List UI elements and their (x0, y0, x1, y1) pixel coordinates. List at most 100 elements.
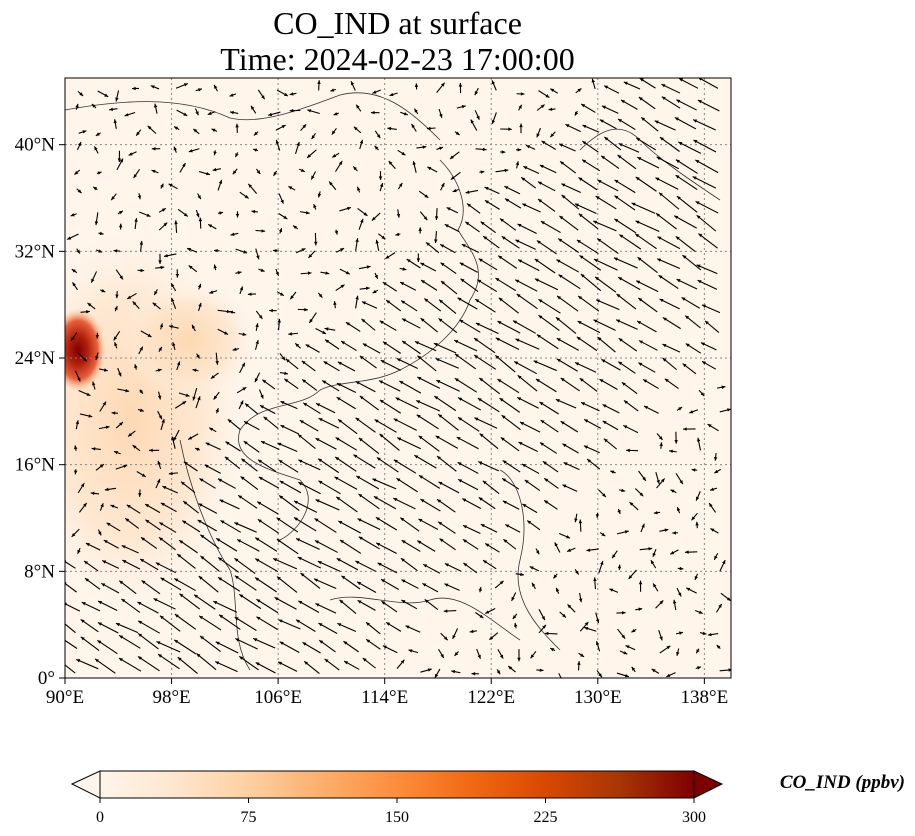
wind-arrow (132, 301, 140, 310)
colorbar: 0 75 150 225 300 CO_IND (ppbv) (70, 770, 905, 826)
wind-arrow (378, 171, 383, 181)
wind-arrow (474, 87, 479, 96)
lon-tick-label: 130°E (574, 687, 622, 708)
wind-arrow (413, 108, 419, 115)
wind-arrow (438, 108, 443, 118)
wind-arrow (618, 143, 640, 153)
wind-arrow (256, 501, 279, 515)
wind-arrow (396, 209, 401, 218)
wind-arrow (462, 538, 479, 550)
wind-arrow (594, 276, 617, 293)
colorbar-label: CO_IND (ppbv) (780, 772, 905, 793)
wind-arrow (654, 120, 676, 131)
wind-arrow (255, 310, 263, 320)
wind-arrow (623, 400, 639, 412)
wind-arrow (256, 168, 261, 175)
wind-arrow (381, 600, 398, 613)
wind-arrow (555, 316, 577, 334)
wind-arrow (339, 206, 352, 212)
wind-arrow (520, 176, 537, 189)
wind-arrow (191, 324, 196, 332)
wind-arrow (417, 540, 436, 552)
wind-arrow (97, 600, 118, 611)
wind-arrow (422, 563, 441, 574)
wind-arrow (714, 468, 721, 474)
wind-arrow (495, 277, 516, 292)
wind-arrow (138, 489, 142, 497)
wind-arrow (401, 340, 421, 355)
wind-arrow (582, 140, 599, 153)
wind-arrow (533, 360, 557, 372)
wind-arrow (195, 209, 200, 218)
wind-arrow (469, 629, 477, 634)
wind-arrow (399, 517, 420, 532)
colorbar-tick-label: 75 (241, 809, 257, 826)
wind-arrow (662, 357, 677, 371)
wind-arrow (696, 214, 717, 232)
wind-arrow (100, 289, 106, 293)
wind-arrow (170, 297, 177, 309)
wind-arrow (446, 206, 459, 214)
wind-arrow (415, 399, 441, 412)
wind-arrow (675, 235, 696, 253)
wind-arrow (95, 352, 99, 361)
wind-arrow (619, 234, 642, 250)
wind-arrow (670, 489, 677, 494)
wind-arrow (118, 580, 137, 595)
wind-arrow (416, 414, 439, 430)
wind-arrow (118, 634, 141, 649)
wind-arrow (395, 232, 401, 236)
wind-arrow (235, 123, 239, 133)
wind-arrow (676, 587, 682, 597)
wind-arrow (457, 297, 478, 310)
wind-arrow (678, 78, 699, 89)
wind-arrow (697, 99, 720, 112)
wind-arrow (94, 658, 116, 674)
wind-arrow (198, 302, 202, 312)
wind-arrow (438, 648, 445, 659)
wind-arrow (658, 192, 680, 210)
wind-arrow (77, 547, 81, 554)
wind-arrow (140, 330, 152, 338)
wind-arrow (372, 478, 397, 490)
wind-arrow (361, 318, 376, 331)
wind-arrow (576, 336, 598, 352)
wind-arrow (379, 433, 400, 451)
wind-arrow (170, 282, 177, 292)
wind-arrow (482, 235, 500, 249)
wind-arrow (374, 130, 381, 139)
wind-arrow (137, 655, 160, 672)
wind-arrow (695, 648, 700, 654)
wind-arrow (137, 408, 145, 412)
wind-arrow (114, 341, 118, 349)
wind-arrow (255, 229, 266, 233)
wind-arrow (704, 320, 720, 333)
wind-arrow (553, 573, 558, 579)
wind-arrow (642, 378, 659, 390)
wind-arrow (476, 279, 498, 293)
wind-arrow (418, 227, 422, 234)
wind-arrow (435, 435, 459, 449)
wind-arrow (158, 536, 176, 551)
lat-tick-label: 24°N (15, 348, 56, 369)
wind-arrow (579, 377, 598, 392)
wind-arrow (629, 501, 639, 511)
wind-arrow (474, 298, 496, 313)
wind-arrow (372, 89, 381, 94)
wind-arrow (529, 566, 540, 572)
wind-arrow (652, 548, 657, 558)
wind-arrow (168, 471, 178, 476)
wind-arrow (76, 141, 82, 151)
wind-arrow (586, 458, 601, 470)
wind-arrow (179, 162, 186, 173)
wind-arrow (457, 478, 479, 491)
wind-arrow (139, 389, 144, 395)
wind-arrow (272, 557, 298, 570)
wind-arrow (298, 600, 320, 614)
wind-arrow (396, 659, 405, 669)
wind-arrow (675, 631, 684, 635)
wind-arrow (355, 560, 377, 572)
wind-arrow (484, 186, 500, 195)
wind-arrow (79, 413, 93, 418)
wind-arrow (659, 136, 680, 152)
